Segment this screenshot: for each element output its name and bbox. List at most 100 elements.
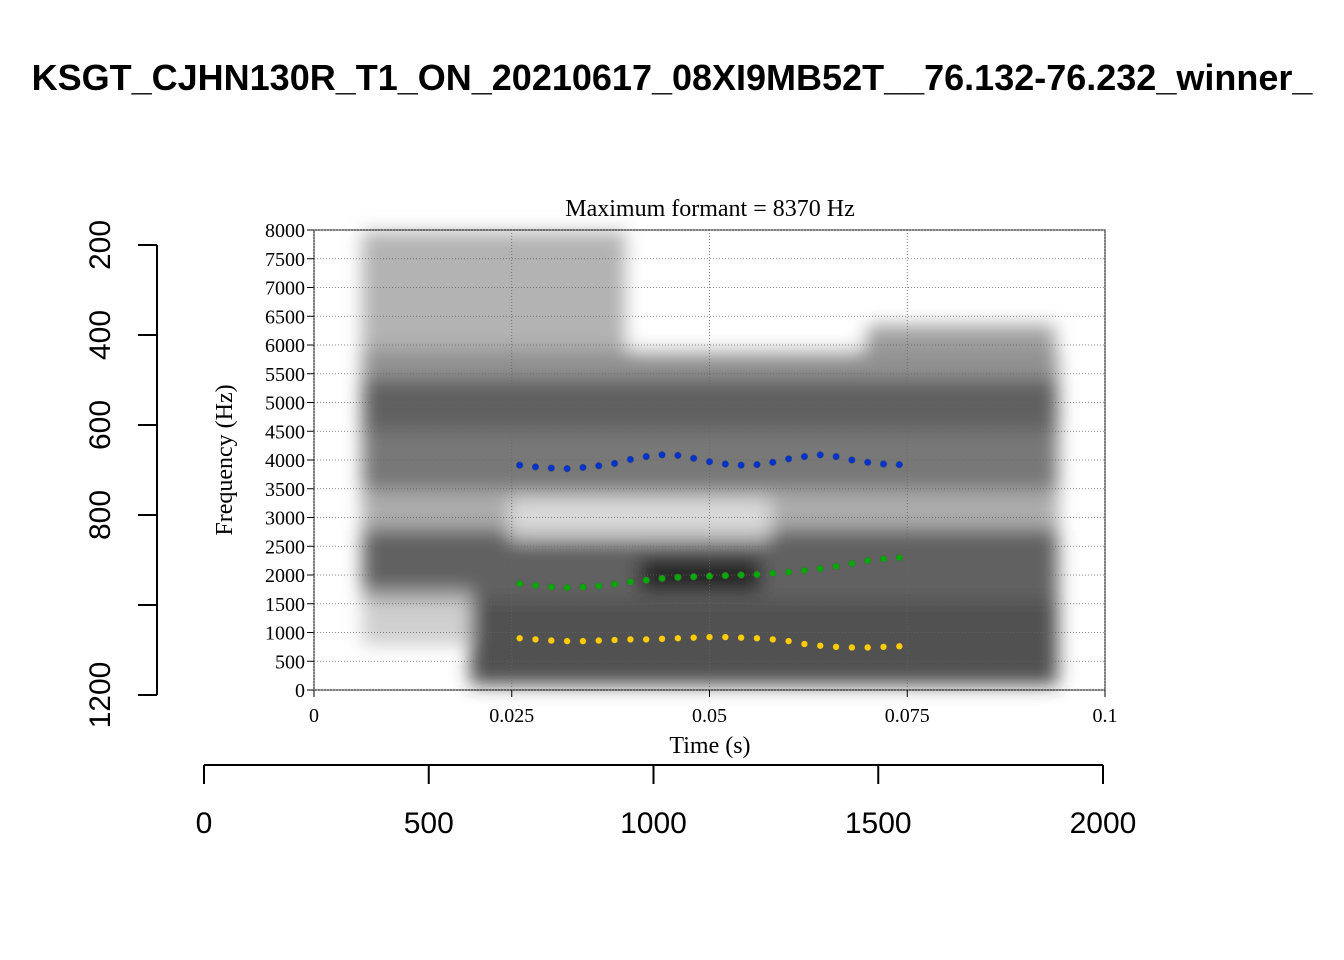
formant-point — [531, 463, 540, 471]
formant-point — [784, 637, 793, 645]
formant-point — [610, 636, 619, 644]
formant-point — [737, 634, 745, 642]
formant-point — [800, 452, 809, 461]
y-tick-label: 3500 — [265, 479, 305, 501]
formant-point — [832, 562, 840, 571]
formant-point — [642, 635, 650, 644]
formant-point — [721, 571, 729, 580]
x-axis-label: Time (s) — [669, 733, 750, 759]
y-tick-label: 5500 — [265, 364, 305, 386]
y-tick-label: 6500 — [265, 306, 305, 328]
formant-point — [816, 642, 824, 650]
x-tick-label: 0.025 — [489, 705, 534, 727]
chart-title: Maximum formant = 8370 Hz — [565, 196, 855, 222]
formant-point — [721, 460, 729, 468]
spectrogram — [362, 232, 1058, 685]
x-tick-label: 0 — [309, 705, 319, 727]
y-tick-label: 0 — [295, 680, 305, 702]
formant-point — [832, 643, 840, 651]
formant-point — [879, 643, 888, 651]
formant-point — [864, 643, 872, 652]
formant-point — [579, 463, 587, 472]
formant-point — [642, 452, 650, 461]
formant-point — [895, 554, 903, 562]
y-tick-label: 7500 — [265, 249, 305, 271]
formant-point — [642, 576, 650, 584]
formant-point — [737, 461, 745, 469]
formant-point — [595, 582, 603, 590]
formant-point — [610, 580, 619, 588]
formant-point — [769, 569, 777, 577]
formant-point — [690, 634, 698, 642]
y-tick-label: 4000 — [265, 450, 305, 472]
y-tick-label: 6000 — [265, 335, 305, 357]
formant-point — [879, 460, 888, 468]
formant-point — [563, 464, 571, 473]
formant-point — [595, 636, 603, 645]
formant-point — [674, 573, 682, 581]
formant-point — [516, 634, 524, 642]
y-tick-label: 500 — [275, 651, 305, 673]
formant-point — [579, 583, 587, 591]
formant-point — [626, 455, 635, 464]
y-tick-label: 4500 — [265, 421, 305, 443]
formant-point — [610, 459, 619, 468]
y-tick-label: 200 — [84, 220, 117, 270]
formant-point — [531, 581, 540, 589]
x-tick-label: 0.05 — [692, 705, 727, 727]
formant-point — [579, 637, 587, 645]
y-tick-label: 800 — [84, 490, 117, 540]
formant-point — [690, 454, 698, 462]
formant-point — [816, 565, 824, 573]
formant-point — [626, 578, 635, 586]
formant-point — [848, 643, 856, 652]
x-tick-label: 0.075 — [885, 705, 930, 727]
formant-point — [516, 579, 524, 588]
formant-point — [816, 451, 824, 459]
formant-point — [769, 635, 777, 644]
formant-point — [563, 637, 571, 645]
formant-point — [721, 633, 729, 641]
formant-point — [864, 458, 872, 466]
formant-point — [848, 559, 856, 568]
y-tick-label: 5000 — [265, 393, 305, 415]
formant-point — [753, 634, 761, 642]
formant-point — [658, 451, 666, 459]
formant-point — [784, 455, 793, 463]
formant-point — [516, 461, 524, 469]
formant-point — [626, 635, 635, 644]
x-tick-label: 0.1 — [1093, 705, 1118, 727]
figure-title: KSGT_CJHN130R_T1_ON_20210617_08XI9MB52T_… — [32, 57, 1314, 98]
formant-point — [705, 633, 714, 641]
formant-point — [674, 634, 682, 642]
formant-point — [832, 452, 840, 461]
formant-point — [800, 566, 809, 575]
formant-point — [895, 460, 903, 469]
formant-point — [547, 636, 555, 645]
formant-point — [705, 458, 714, 466]
x-tick-label: 0 — [196, 807, 213, 840]
x-tick-label: 2000 — [1070, 807, 1137, 840]
formant-point — [658, 574, 666, 583]
formant-point — [737, 571, 745, 579]
formant-point — [784, 568, 793, 576]
y-tick-label: 1000 — [265, 623, 305, 645]
y-tick-label: 1200 — [84, 662, 117, 729]
x-tick-label: 500 — [404, 807, 454, 840]
formant-point — [800, 640, 809, 648]
y-tick-label: 2000 — [265, 565, 305, 587]
formant-point — [531, 635, 540, 644]
y-tick-label: 8000 — [265, 220, 305, 242]
x-tick-label: 1000 — [620, 807, 687, 840]
formant-point — [769, 458, 777, 466]
formant-point — [595, 462, 603, 470]
y-axis-label: Frequency (Hz) — [212, 384, 238, 535]
y-tick-label: 600 — [84, 400, 117, 450]
formant-point — [753, 460, 761, 469]
formant-point — [658, 635, 666, 643]
formant-point — [547, 583, 555, 591]
x-tick-label: 1500 — [845, 807, 912, 840]
y-tick-label: 3000 — [265, 508, 305, 530]
